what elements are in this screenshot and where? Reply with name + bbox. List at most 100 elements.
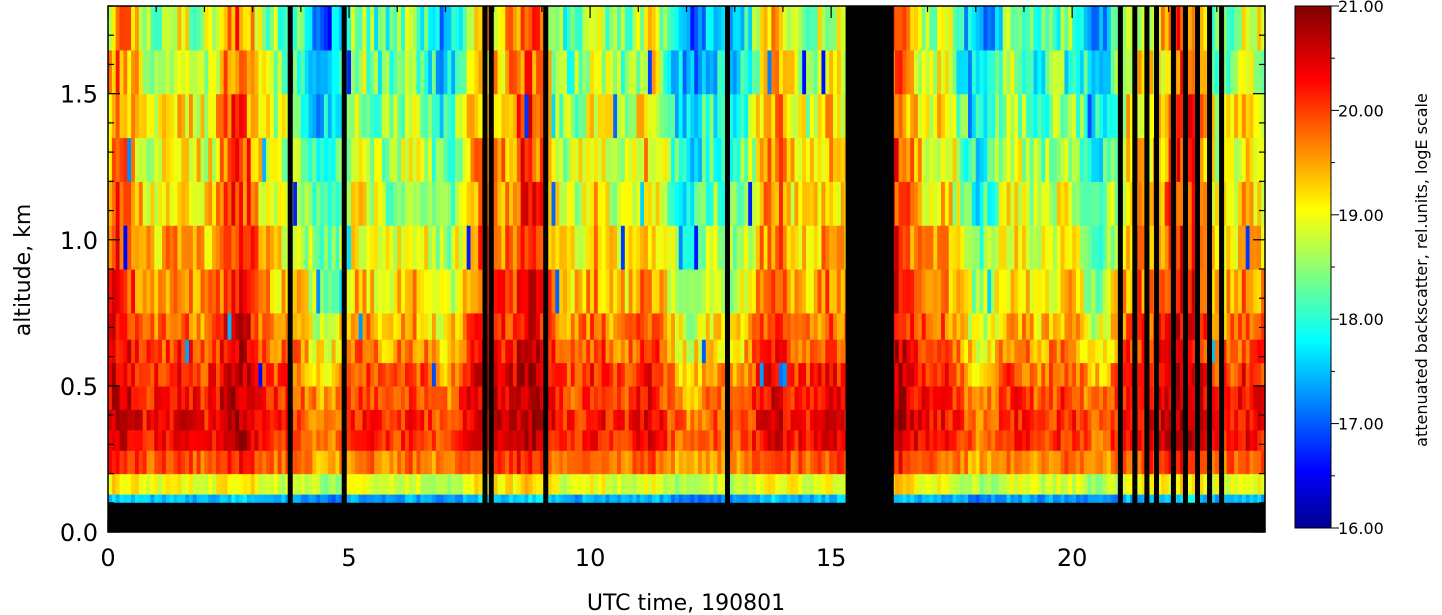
heatmap-cell	[1110, 473, 1116, 495]
heatmap-cell	[142, 385, 148, 410]
heatmap-cell	[192, 137, 198, 182]
heatmap-cell	[435, 269, 441, 314]
heatmap-cell	[335, 137, 340, 182]
heatmap-cell	[956, 409, 961, 431]
heatmap-cell	[744, 49, 749, 95]
heatmap-cell	[929, 473, 934, 495]
heatmap-cell	[416, 362, 421, 387]
heatmap-cell	[435, 49, 441, 95]
heatmap-cell	[813, 312, 819, 340]
heatmap-cell	[671, 473, 676, 495]
heatmap-cell	[968, 269, 973, 314]
heatmap-cell	[952, 362, 958, 387]
heatmap-cell	[250, 49, 256, 95]
heatmap-cell	[435, 339, 441, 364]
heatmap-cell	[559, 49, 564, 95]
heatmap-cell	[1261, 473, 1265, 495]
heatmap-cell	[775, 225, 780, 270]
heatmap-cell	[181, 49, 186, 95]
heatmap-cell	[975, 409, 981, 431]
heatmap-cell	[921, 93, 927, 139]
heatmap-cell	[1164, 409, 1170, 431]
heatmap-cell	[235, 429, 240, 451]
heatmap-cell	[1037, 339, 1042, 364]
heatmap-cell	[910, 362, 915, 387]
heatmap-cell	[254, 385, 260, 410]
heatmap-cell	[644, 93, 649, 139]
heatmap-cell	[273, 312, 279, 340]
heatmap-cell	[906, 473, 911, 495]
heatmap-cell	[590, 339, 595, 364]
heatmap-cell	[806, 339, 811, 364]
heatmap-cell	[150, 6, 155, 51]
heatmap-cell	[698, 429, 703, 451]
heatmap-cell	[944, 225, 950, 270]
heatmap-cell	[485, 473, 491, 495]
heatmap-cell	[231, 362, 236, 387]
heatmap-cell	[821, 137, 826, 182]
heatmap-cell	[933, 93, 938, 139]
heatmap-cell	[968, 225, 973, 270]
heatmap-cell	[108, 450, 113, 475]
heatmap-cell	[154, 429, 159, 451]
heatmap-cell	[455, 137, 460, 182]
heatmap-cell	[381, 181, 387, 226]
heatmap-cell	[420, 429, 425, 451]
heatmap-cell	[285, 409, 290, 431]
heatmap-cell	[231, 6, 236, 51]
heatmap-cell	[659, 339, 664, 364]
heatmap-cell	[1068, 362, 1073, 387]
heatmap-cell	[786, 93, 792, 139]
heatmap-cell	[208, 49, 213, 95]
heatmap-cell	[142, 409, 148, 431]
heatmap-cell	[563, 49, 568, 95]
heatmap-cell	[1025, 312, 1031, 340]
heatmap-cell	[667, 225, 672, 270]
heatmap-cell	[906, 494, 911, 504]
heatmap-cell	[933, 137, 938, 182]
heatmap-cell	[181, 494, 186, 504]
heatmap-cell	[968, 339, 973, 364]
heatmap-cell	[1187, 6, 1193, 51]
heatmap-cell	[285, 385, 290, 410]
heatmap-cell	[115, 181, 121, 226]
heatmap-cell	[1060, 312, 1066, 340]
heatmap-cell	[142, 269, 148, 314]
heatmap-cell	[1141, 269, 1147, 314]
heatmap-cell	[142, 339, 148, 364]
colorbar-tick-label: 19.00	[1338, 206, 1384, 225]
heatmap-cell	[1160, 269, 1166, 314]
heatmap-cell	[412, 409, 418, 431]
heatmap-cell	[759, 473, 765, 495]
heatmap-cell	[671, 385, 676, 410]
heatmap-cell	[736, 362, 742, 387]
heatmap-cell	[262, 269, 267, 314]
heatmap-cell	[350, 362, 356, 387]
heatmap-cell	[1091, 494, 1096, 504]
heatmap-cell	[138, 137, 144, 182]
heatmap-cell	[539, 225, 545, 270]
heatmap-cell	[1033, 362, 1039, 387]
heatmap-cell	[1103, 409, 1108, 431]
heatmap-cell	[825, 225, 830, 270]
heatmap-cell	[1191, 6, 1197, 51]
heatmap-cell	[536, 409, 541, 431]
heatmap-cell	[663, 339, 668, 364]
heatmap-cell	[779, 385, 784, 410]
heatmap-cell	[744, 269, 749, 314]
heatmap-cell	[131, 181, 136, 226]
backscatter-heatmap	[108, 6, 1265, 532]
heatmap-cell	[138, 269, 144, 314]
heatmap-cell	[512, 339, 518, 364]
heatmap-cell	[428, 429, 433, 451]
heatmap-cell	[1091, 225, 1096, 270]
heatmap-cell	[779, 269, 784, 314]
heatmap-cell	[177, 49, 182, 95]
heatmap-cell	[551, 312, 556, 340]
heatmap-cell	[1191, 385, 1197, 410]
heatmap-cell	[1187, 225, 1193, 270]
heatmap-cell	[628, 225, 634, 270]
heatmap-cell	[744, 312, 749, 340]
heatmap-cell	[1164, 137, 1170, 182]
heatmap-cell	[690, 339, 695, 364]
